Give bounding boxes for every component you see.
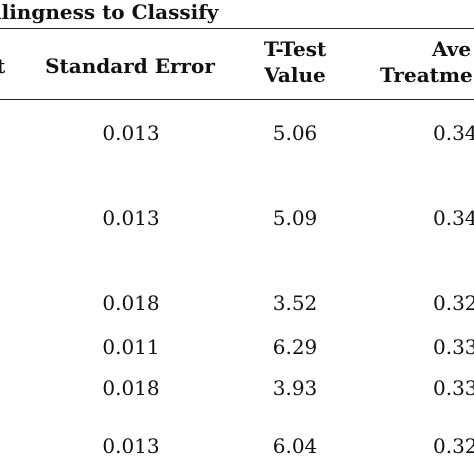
row-1-ate: 0.34: [433, 121, 474, 145]
row-6-t-test: 6.04: [272, 434, 318, 458]
row-5-t-test: 3.93: [272, 376, 318, 400]
row-6-standard-error: 0.013: [102, 434, 160, 458]
header-standard-error-label: Standard Error: [45, 54, 215, 78]
row-5-standard-error: 0.018: [102, 376, 160, 400]
row-4-t-test: 6.29: [272, 335, 318, 359]
row-2-standard-error: 0.013: [102, 206, 160, 230]
header-standard-error: Standard Error: [40, 53, 220, 79]
row-3-t-test: 3.52: [272, 291, 318, 315]
row-3-ate: 0.32: [433, 291, 474, 315]
row-5-ate: 0.33: [433, 376, 474, 400]
row-2-t-test: 5.09: [272, 206, 318, 230]
row-1-standard-error: 0.013: [102, 121, 160, 145]
row-1-t-test: 5.06: [272, 121, 318, 145]
header-stub: t: [0, 54, 6, 78]
header-t-test: T-Test Value: [240, 36, 350, 88]
header-average-treatment: Ave Treatme: [380, 36, 474, 88]
row-4-standard-error: 0.011: [102, 335, 160, 359]
header-ate-line1: Ave: [432, 37, 472, 61]
top-rule: [0, 28, 474, 29]
row-3-standard-error: 0.018: [102, 291, 160, 315]
table-title: llingness to Classify: [0, 0, 219, 24]
row-6-ate: 0.32: [433, 434, 474, 458]
row-4-ate: 0.33: [433, 335, 474, 359]
header-t-test-line1: T-Test: [263, 37, 327, 61]
header-t-test-line2: Value: [264, 63, 326, 87]
header-rule: [0, 99, 474, 100]
row-2-ate: 0.34: [433, 206, 474, 230]
header-ate-line2: Treatme: [380, 63, 473, 87]
